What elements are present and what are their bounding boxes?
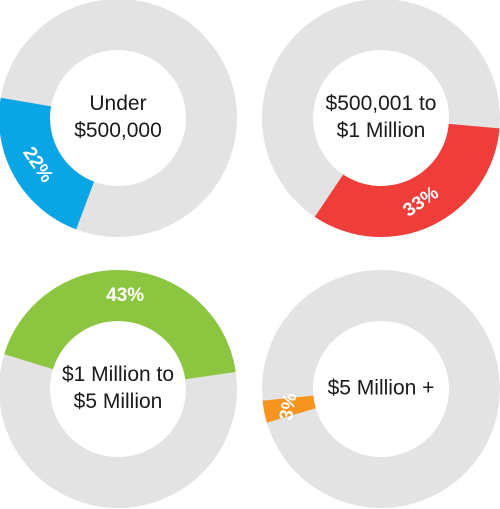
donut-center-label: $5 Million + [328,377,435,400]
donut-value-label: 3% [276,391,301,422]
donut-chart-2: 33%$500,001 to$1 Million [262,0,500,237]
donut-center-label: $5 Million [74,390,163,413]
donut-value-label: 43% [106,285,144,306]
donut-slice [4,269,236,380]
donut-center-label: $500,001 to [326,92,437,115]
donut-slice [314,123,500,237]
donut-track [262,270,500,508]
donut-slice [0,97,95,230]
donut-chart-3: 43% $1 Million to $5 Million [0,269,237,508]
donut-slice [262,395,316,423]
donut-center-label: $1 Million [337,119,426,142]
donut-center-label: $500,000 [74,119,162,142]
donut-center-label: Under [89,92,146,115]
donut-chart-1: 22%Under$500,000 [0,0,237,237]
donut-center-label: $1 Million to [62,363,174,386]
donut-chart-4: 3% $5 Million + [262,270,500,508]
